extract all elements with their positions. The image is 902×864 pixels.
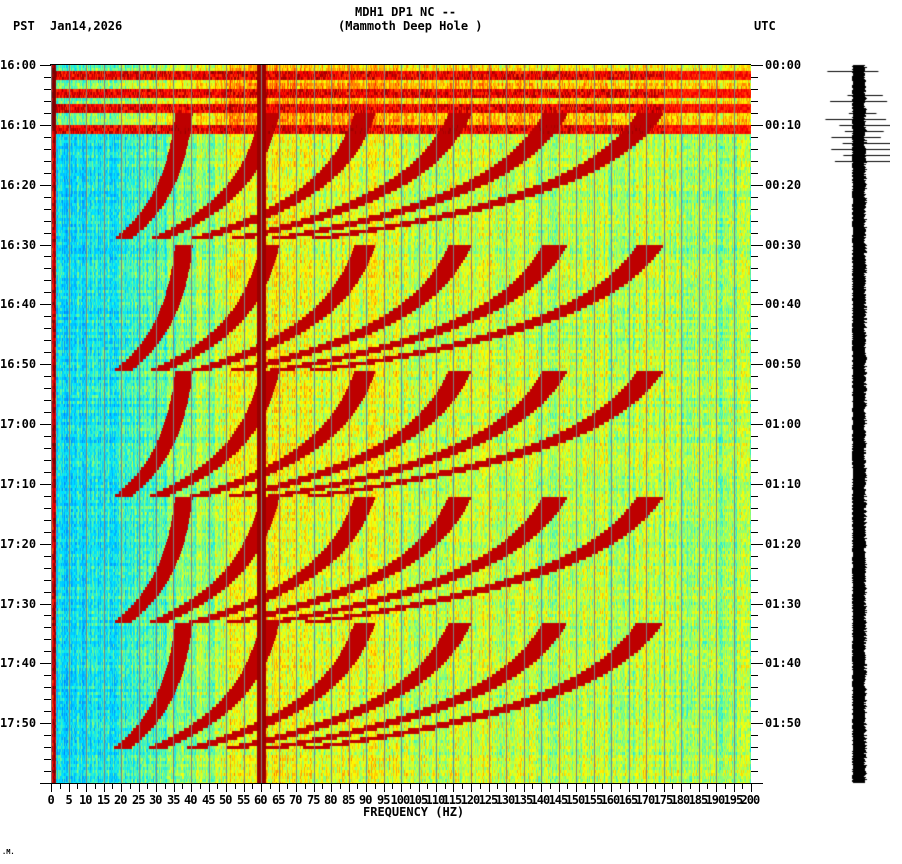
x-tick-label: 115 [442,793,463,807]
y-tick-label-right: 00:10 [765,118,802,132]
y-tick-label-right: 00:20 [765,178,802,192]
y-tick-label-left: 17:00 [0,417,37,431]
y-tick-label-right: 00:30 [765,238,802,252]
right-timezone-label: UTC [754,19,776,33]
y-tick-label-right: 01:00 [765,417,802,431]
y-tick-label-right: 01:40 [765,656,802,670]
seismogram-trace [820,62,890,786]
x-tick-label: 195 [723,793,744,807]
x-tick-label: 50 [219,793,232,807]
date-label: Jan14,2026 [50,19,123,33]
x-tick-label: 35 [167,793,180,807]
x-tick-label: 125 [478,793,499,807]
x-tick-label: 20 [114,793,127,807]
x-tick-label: 75 [307,793,320,807]
x-tick-label: 135 [513,793,534,807]
y-tick-label-left: 17:20 [0,537,37,551]
x-tick-label: 60 [254,793,267,807]
x-tick-label: 30 [149,793,162,807]
x-tick-label: 160 [600,793,621,807]
y-tick-label-left: 16:50 [0,357,37,371]
x-tick-label: 15 [97,793,110,807]
x-tick-label: 105 [408,793,429,807]
y-tick-label-right: 01:50 [765,716,802,730]
y-tick-label-left: 16:20 [0,178,37,192]
y-tick-label-left: 16:30 [0,238,37,252]
x-tick-label: 5 [65,793,73,807]
x-tick-label: 85 [342,793,355,807]
x-tick-label: 175 [653,793,674,807]
x-tick-label: 80 [324,793,337,807]
x-tick-label: 70 [289,793,302,807]
x-tick-label: 130 [495,793,516,807]
y-tick-label-left: 17:30 [0,597,37,611]
x-tick-label: 45 [202,793,215,807]
x-tick-label: 110 [425,793,446,807]
x-tick-label: 90 [359,793,372,807]
x-tick-label: 185 [688,793,709,807]
y-tick-label-left: 17:40 [0,656,37,670]
x-tick-label: 145 [548,793,569,807]
y-tick-label-left: 17:10 [0,477,37,491]
x-axis-title: FREQUENCY (HZ) [363,805,465,819]
x-tick-label: 150 [565,793,586,807]
spectrogram-heatmap [51,65,751,783]
x-tick-label: 25 [132,793,145,807]
x-tick-label: 55 [237,793,250,807]
station-subtitle: (Mammoth Deep Hole ) [338,19,483,33]
x-tick-label: 0 [47,793,55,807]
x-tick-label: 190 [705,793,726,807]
x-tick-label: 120 [460,793,481,807]
x-tick-label: 200 [740,793,761,807]
x-tick-label: 65 [272,793,285,807]
y-tick-label-right: 01:20 [765,537,802,551]
y-tick-label-left: 17:50 [0,716,37,730]
y-tick-label-right: 00:50 [765,357,802,371]
y-tick-label-left: 16:10 [0,118,37,132]
x-tick-label: 95 [377,793,390,807]
x-tick-label: 140 [530,793,551,807]
y-tick-label-right: 01:10 [765,477,802,491]
x-tick-label: 40 [184,793,197,807]
y-tick-label-right: 00:00 [765,58,802,72]
y-tick-label-left: 16:00 [0,58,37,72]
x-tick-label: 10 [79,793,92,807]
x-tick-label: 165 [618,793,639,807]
plot-frame [50,64,751,783]
x-tick-label: 100 [390,793,411,807]
y-tick-label-right: 01:30 [765,597,802,611]
station-title: MDH1 DP1 NC -- [355,5,457,19]
left-timezone-label: PST [13,19,35,33]
x-tick-label: 170 [635,793,656,807]
y-tick-label-right: 00:40 [765,297,802,311]
x-tick-label: 180 [670,793,691,807]
corner-mark: .M. [2,848,15,856]
y-tick-label-left: 16:40 [0,297,37,311]
x-tick-label: 155 [583,793,604,807]
